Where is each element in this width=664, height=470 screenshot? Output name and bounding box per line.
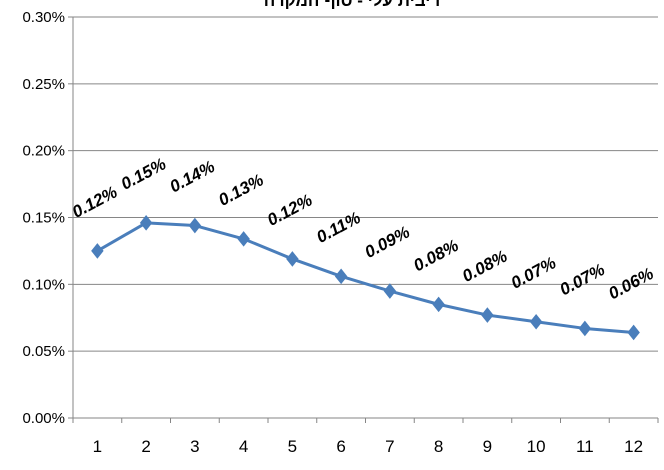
data-label: 0.08%	[410, 236, 461, 275]
data-label: 0.06%	[605, 264, 656, 303]
data-label: 0.09%	[362, 222, 413, 261]
series-line-layer	[96, 221, 634, 334]
chart-title: ריבית עלי - סוף המקרה	[264, 0, 440, 10]
data-point-marker	[237, 231, 250, 247]
data-point-marker	[481, 307, 494, 323]
data-label: 0.08%	[459, 247, 510, 286]
gridlines	[73, 16, 658, 352]
data-label: 0.07%	[508, 253, 559, 292]
data-point-marker	[286, 251, 299, 267]
y-tick-label: 0.25%	[22, 76, 65, 93]
data-point-marker	[529, 313, 543, 330]
y-tick-label: 0.30%	[22, 9, 65, 26]
data-point-marker	[383, 283, 397, 299]
x-tick-label: 9	[483, 437, 492, 456]
y-tick-label: 0.15%	[22, 210, 65, 227]
data-label: 0.12%	[264, 190, 315, 229]
data-point-marker	[91, 243, 104, 259]
y-tick-label: 0.00%	[22, 410, 65, 427]
data-label: 0.13%	[215, 170, 266, 209]
data-point-marker	[432, 296, 445, 313]
data-labels: 0.12%0.15%0.14%0.13%0.12%0.11%0.09%0.08%…	[69, 154, 657, 303]
x-tick-label: 7	[385, 437, 394, 456]
axes	[68, 16, 659, 423]
data-label: 0.12%	[69, 182, 120, 221]
data-point-marker	[139, 215, 153, 231]
data-label: 0.11%	[313, 208, 363, 247]
data-point-marker	[334, 268, 348, 285]
data-label: 0.07%	[557, 260, 608, 299]
y-axis-ticks: 0.00% 0.05% 0.10% 0.15% 0.20% 0.25% 0.30%	[22, 9, 65, 427]
x-tick-label: 1	[93, 437, 102, 456]
x-tick-label: 5	[288, 437, 297, 456]
x-tick-label: 8	[434, 437, 443, 456]
x-tick-label: 3	[190, 437, 199, 456]
data-markers	[91, 215, 640, 341]
x-tick-label: 2	[141, 437, 150, 456]
y-tick-label: 0.05%	[22, 343, 65, 360]
data-point-marker	[627, 324, 640, 341]
series-line	[96, 221, 634, 334]
data-point-marker	[578, 320, 592, 337]
data-label: 0.14%	[167, 157, 218, 196]
x-tick-label: 4	[239, 437, 248, 456]
x-tick-label: 10	[527, 437, 546, 456]
y-tick-label: 0.10%	[22, 276, 65, 293]
x-axis-ticks: 1 2 3 4 5 6 7 8 9 10 11 12	[93, 437, 643, 456]
x-tick-label: 6	[336, 437, 345, 456]
data-point-marker	[188, 217, 202, 234]
x-tick-label: 12	[624, 437, 643, 456]
x-tick-label: 11	[576, 437, 594, 456]
y-tick-label: 0.20%	[22, 143, 65, 160]
data-label: 0.15%	[118, 154, 169, 193]
